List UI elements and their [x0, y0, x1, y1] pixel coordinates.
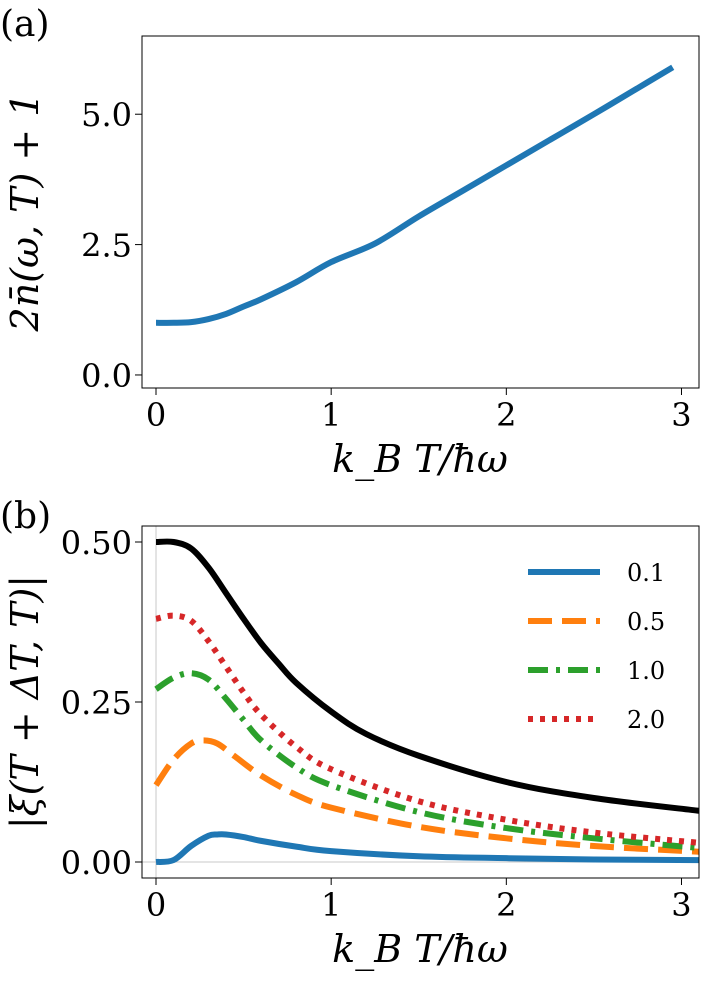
panel-a-y-tick-label: 5.0	[81, 96, 132, 134]
panel-b-y-tick-label: 0.25	[61, 684, 132, 722]
panel-b-y-tick-label: 0.50	[61, 524, 132, 562]
panel-b-label: (b)	[0, 496, 51, 537]
panel-b: (b) 0 1 2 3 0.00 0.25 0.50 k_B T/ħω |ξ(T + ΔT…	[0, 496, 700, 972]
legend-label-0-5: 0.5	[627, 608, 665, 636]
panel-a-x-tick-label: 0	[146, 396, 166, 434]
panel-b-x-tick-label: 0	[146, 886, 166, 924]
panel-b-x-ticks: 0 1 2 3	[146, 878, 692, 924]
legend-label-0-1: 0.1	[627, 559, 665, 587]
panel-a: (a) 0 1 2 3 0.0 2.5 5.0 k_B T/ħω 2n̄(ω, T) + …	[0, 4, 700, 482]
panel-b-legend: 0.1 0.5 1.0 2.0	[528, 559, 665, 734]
panel-a-x-ticks: 0 1 2 3	[146, 388, 692, 434]
panel-b-x-tick-label: 2	[496, 886, 516, 924]
panel-b-y-ticks: 0.00 0.25 0.50	[61, 524, 142, 882]
panel-b-y-axis-label: |ξ(T + ΔT, T)|	[3, 575, 47, 829]
panel-b-x-axis-label: k_B T/ħω	[332, 927, 508, 972]
panel-b-y-tick-label: 0.00	[61, 844, 132, 882]
panel-a-label: (a)	[0, 4, 50, 45]
legend-label-1-0: 1.0	[627, 657, 665, 685]
legend-label-2-0: 2.0	[627, 706, 665, 734]
panel-b-series-reference-line	[155, 538, 699, 814]
panel-b-x-tick-label: 3	[671, 886, 691, 924]
panel-a-y-tick-label: 0.0	[81, 357, 132, 395]
panel-b-series-1-0-line	[154, 670, 699, 851]
panel-b-series-0-1-line	[155, 831, 699, 865]
panel-a-y-axis-label: 2n̄(ω, T) + 1	[3, 93, 47, 333]
panel-a-y-ticks: 0.0 2.5 5.0	[81, 96, 142, 395]
panel-a-x-tick-label: 1	[321, 396, 341, 434]
panel-b-plot-area	[142, 526, 699, 878]
panel-a-series-reference-line	[156, 64, 675, 326]
panel-a-frame	[141, 35, 700, 389]
panel-b-series-2-0-line	[155, 612, 699, 846]
panel-a-x-tick-label: 2	[496, 396, 516, 434]
panel-a-y-tick-label: 2.5	[81, 227, 132, 265]
panel-b-x-tick-label: 1	[321, 886, 341, 924]
panel-a-plot-area	[156, 64, 675, 326]
panel-a-x-axis-label: k_B T/ħω	[332, 437, 508, 482]
panel-a-x-tick-label: 3	[671, 396, 691, 434]
panel-b-series-0-5-line	[153, 737, 699, 855]
